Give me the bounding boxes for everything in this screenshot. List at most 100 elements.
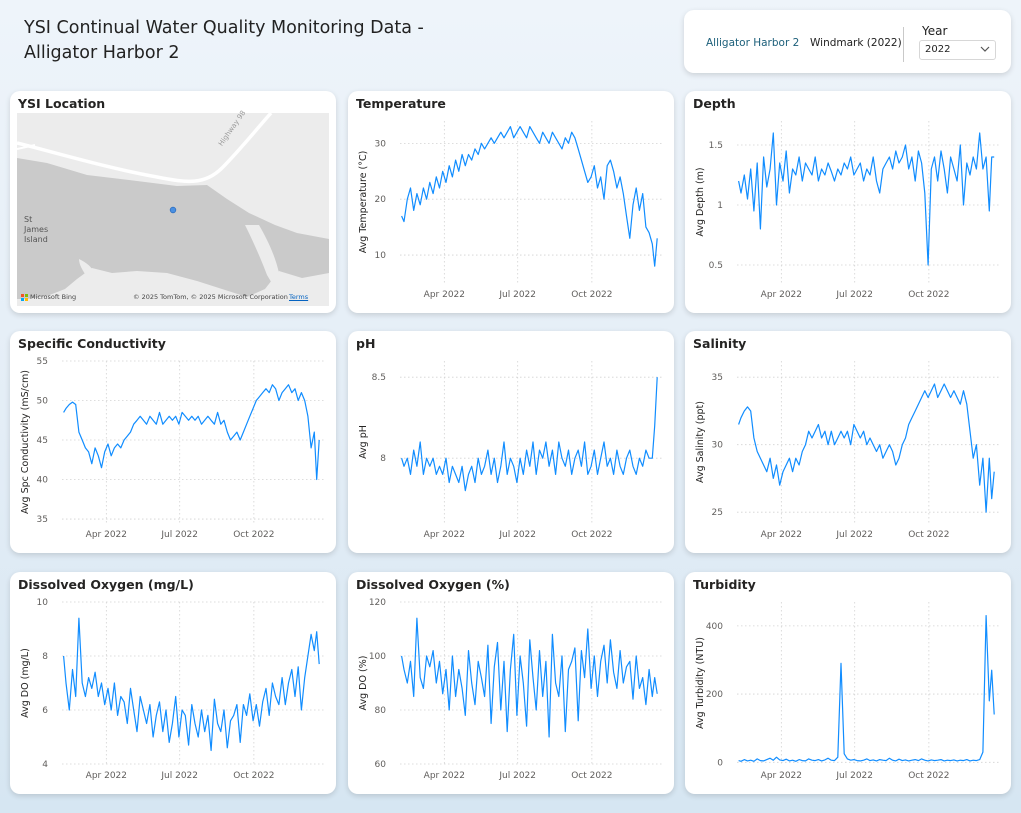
y-tick-label: 8.5: [372, 373, 386, 383]
salinity-chart-card: Salinity 25 30 35 Apr 2022 Jul 2022 Oct 2022 A…: [685, 331, 1011, 553]
chart-title: Salinity: [693, 336, 747, 351]
y-axis-label: Avg DO (mg/L): [20, 648, 31, 718]
dissolved-oxygen-mgl-chart-card: Dissolved Oxygen (mg/L) 4 6 8 10 Apr 2022 Jul…: [10, 572, 336, 794]
y-axis-label: Avg DO (%): [358, 656, 369, 711]
y-tick-label: 35: [712, 373, 723, 383]
series-line[interactable]: [63, 617, 320, 752]
ph-chart[interactable]: 8 8.5 Apr 2022 Jul 2022 Oct 2022 Avg pH: [348, 331, 674, 553]
turbidity-chart-card: Turbidity 0 200 400 Apr 2022 Jul 2022 Oct 202…: [685, 572, 1011, 794]
x-tick-label: Apr 2022: [424, 290, 465, 300]
y-tick-label: 60: [375, 760, 387, 770]
depth-chart[interactable]: 0.5 1 1.5 Apr 2022 Jul 2022 Oct 2022 Avg Depth…: [685, 91, 1011, 313]
x-tick-label: Apr 2022: [86, 771, 127, 781]
year-dropdown-value: 2022: [925, 44, 951, 55]
series-line[interactable]: [401, 125, 658, 267]
y-tick-label: 1: [717, 201, 723, 211]
slicer-divider: [903, 27, 904, 62]
x-tick-label: Jul 2022: [160, 771, 198, 781]
map-canvas: [16, 111, 329, 306]
chevron-down-icon: [980, 46, 990, 52]
y-tick-label: 45: [37, 436, 48, 446]
series-line[interactable]: [738, 132, 995, 266]
y-tick-label: 30: [712, 441, 724, 451]
y-tick-label: 55: [37, 357, 48, 367]
dissolved-oxygen-mgl-chart[interactable]: 4 6 8 10 Apr 2022 Jul 2022 Oct 2022 Avg DO (mg/…: [10, 572, 336, 794]
y-tick-label: 0.5: [709, 261, 723, 271]
map-road: [16, 111, 273, 184]
turbidity-chart[interactable]: 0 200 400 Apr 2022 Jul 2022 Oct 2022 Avg Turbi…: [685, 572, 1011, 794]
y-tick-label: 10: [375, 251, 387, 261]
y-tick-label: 200: [706, 690, 723, 700]
map-water: [17, 158, 329, 299]
map-minor-road: [16, 144, 36, 150]
year-dropdown[interactable]: 2022: [919, 40, 996, 60]
series-line[interactable]: [63, 384, 320, 481]
map-island-sliver: [79, 259, 94, 277]
temperature-chart[interactable]: 10 20 30 Apr 2022 Jul 2022 Oct 2022 Avg Temper…: [348, 91, 674, 313]
x-tick-label: Jul 2022: [835, 530, 873, 540]
x-tick-label: Oct 2022: [233, 771, 274, 781]
y-tick-label: 0: [717, 758, 723, 768]
y-tick-label: 30: [375, 139, 387, 149]
map-spit: [245, 225, 279, 285]
terms-link[interactable]: Terms: [289, 293, 309, 301]
x-tick-label: Jul 2022: [160, 530, 198, 540]
y-tick-label: 1.5: [709, 141, 723, 151]
salinity-chart[interactable]: 25 30 35 Apr 2022 Jul 2022 Oct 2022 Avg Salini…: [685, 331, 1011, 553]
series-line[interactable]: [738, 614, 995, 762]
y-axis-label: Avg pH: [358, 425, 369, 459]
chart-title: Dissolved Oxygen (%): [356, 577, 510, 592]
chart-title: Depth: [693, 96, 736, 111]
x-tick-label: Apr 2022: [86, 530, 127, 540]
x-tick-label: Jul 2022: [498, 771, 536, 781]
temperature-chart-card: Temperature 10 20 30 Apr 2022 Jul 2022 Oct 20…: [348, 91, 674, 313]
y-axis-label: Avg Salinity (ppt): [695, 401, 706, 483]
y-tick-label: 400: [706, 622, 723, 632]
map-copyright: © 2025 TomTom, © 2025 Microsoft Corporat…: [133, 293, 288, 301]
bing-label: Microsoft Bing: [30, 293, 77, 301]
y-axis-label: Avg Spc Conductivity (mS/cm): [20, 370, 31, 514]
filter-panel: Alligator Harbor 2 Windmark (2022) Year …: [684, 10, 1011, 73]
y-tick-label: 50: [37, 397, 49, 407]
series-line[interactable]: [401, 377, 658, 492]
specific-conductivity-chart[interactable]: 35 40 45 50 55 Apr 2022 Jul 2022 Oct 2022 Avg Sp…: [10, 331, 336, 553]
microsoft-bing-logo: Microsoft Bing: [21, 293, 76, 301]
chart-title: Turbidity: [693, 577, 756, 592]
ph-chart-card: pH 8 8.5 Apr 2022 Jul 2022 Oct 2022 Avg pH: [348, 331, 674, 553]
station-button-alligator-harbor-2[interactable]: Alligator Harbor 2: [706, 37, 800, 49]
x-tick-label: Jul 2022: [498, 530, 536, 540]
y-tick-label: 100: [369, 652, 386, 662]
chart-title: Dissolved Oxygen (mg/L): [18, 577, 194, 592]
station-marker: [169, 206, 177, 214]
map-attribution: Microsoft Bing © 2025 TomTom, © 2025 Mic…: [17, 292, 329, 304]
y-tick-label: 40: [37, 476, 49, 486]
y-tick-label: 35: [37, 515, 48, 525]
series-line[interactable]: [738, 383, 995, 513]
x-tick-label: Oct 2022: [908, 771, 949, 781]
chart-title: pH: [356, 336, 376, 351]
x-tick-label: Oct 2022: [233, 530, 274, 540]
y-tick-label: 120: [369, 598, 386, 608]
map-title: YSI Location: [18, 96, 106, 111]
dissolved-oxygen-percent-chart[interactable]: 60 80 100 120 Apr 2022 Jul 2022 Oct 2022 Avg DO…: [348, 572, 674, 794]
year-label: Year: [922, 24, 948, 38]
x-tick-label: Oct 2022: [571, 290, 612, 300]
x-tick-label: Apr 2022: [761, 290, 802, 300]
chart-title: Temperature: [356, 96, 446, 111]
x-tick-label: Apr 2022: [424, 530, 465, 540]
x-tick-label: Jul 2022: [835, 290, 873, 300]
x-tick-label: Oct 2022: [571, 530, 612, 540]
y-tick-label: 20: [375, 195, 387, 205]
x-tick-label: Jul 2022: [835, 771, 873, 781]
y-axis-label: Avg Depth (m): [695, 167, 706, 236]
x-tick-label: Apr 2022: [424, 771, 465, 781]
y-axis-label: Avg Temperature (°C): [358, 151, 369, 254]
series-line[interactable]: [401, 617, 658, 738]
page-title: YSI Continual Water Quality Monitoring D…: [24, 18, 424, 63]
station-button-windmark[interactable]: Windmark (2022): [810, 37, 902, 49]
x-tick-label: Oct 2022: [571, 771, 612, 781]
location-map[interactable]: Highway 98 St James Island Microsoft Bin…: [16, 109, 329, 306]
x-tick-label: Oct 2022: [908, 530, 949, 540]
y-tick-label: 6: [42, 706, 48, 716]
y-tick-label: 8: [380, 454, 386, 464]
